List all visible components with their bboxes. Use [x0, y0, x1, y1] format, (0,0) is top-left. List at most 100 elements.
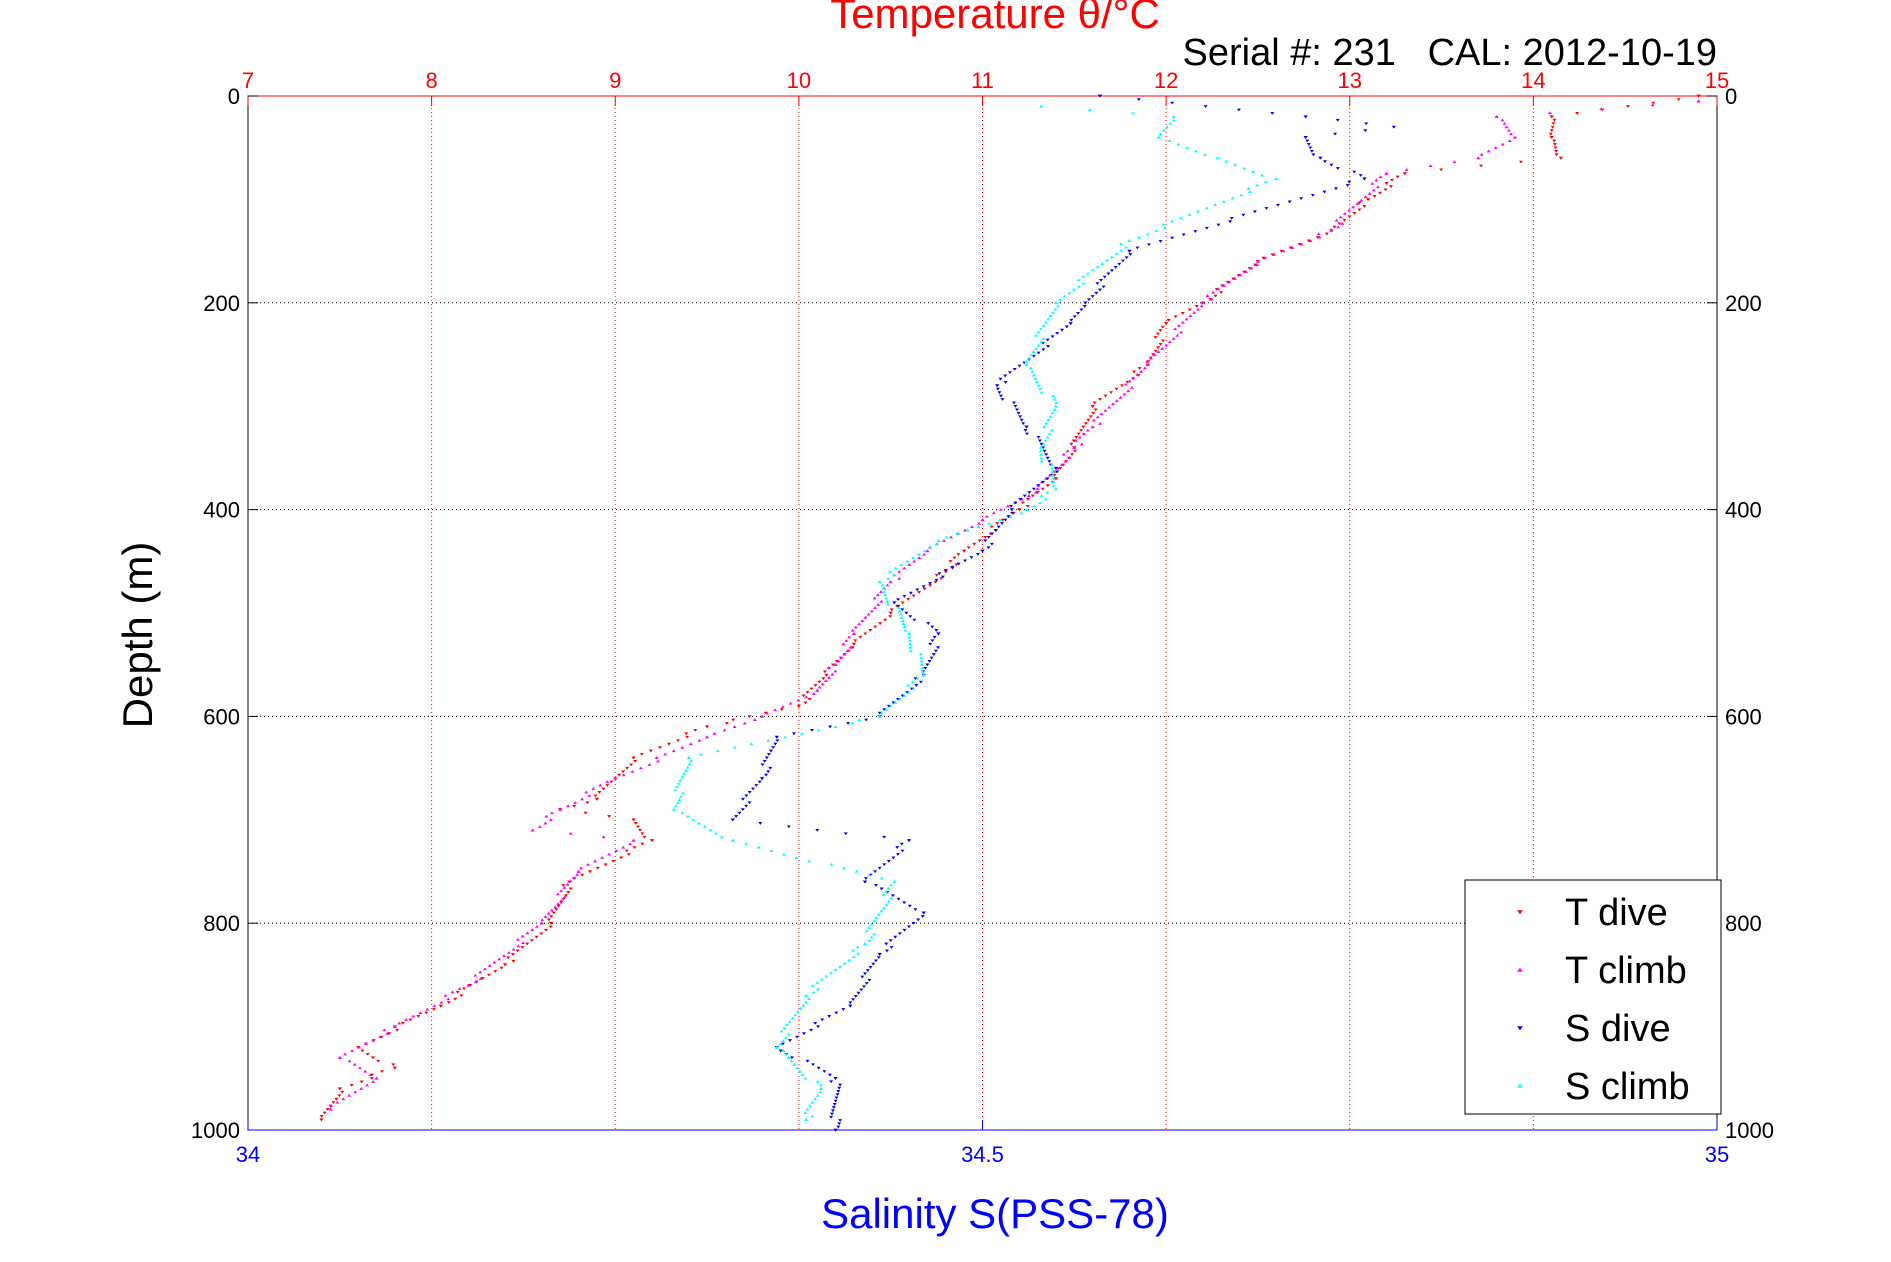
data-point: [933, 580, 938, 584]
data-point: [883, 593, 888, 597]
data-point: [374, 1076, 379, 1080]
data-point: [1504, 125, 1509, 129]
data-point: [956, 553, 961, 557]
data-point: [963, 559, 968, 563]
data-point: [478, 977, 483, 980]
depth-tick-label-right: 0: [1725, 84, 1737, 109]
data-point: [1251, 170, 1256, 174]
data-point: [631, 818, 636, 822]
data-point: [1204, 206, 1209, 210]
data-point: [1053, 307, 1058, 311]
data-point: [931, 653, 936, 656]
data-point: [1318, 156, 1323, 160]
data-point: [896, 606, 901, 610]
y-axis-label: Depth (m): [114, 542, 161, 729]
data-point: [822, 1070, 827, 1074]
data-point: [530, 928, 535, 931]
data-point: [1395, 175, 1400, 179]
data-point: [889, 608, 894, 612]
data-point: [1107, 405, 1112, 409]
data-point: [906, 683, 911, 687]
data-point: [1211, 290, 1216, 294]
data-point: [1402, 172, 1408, 176]
data-point: [809, 1028, 814, 1032]
data-point: [1308, 146, 1313, 150]
data-point: [1229, 217, 1234, 220]
data-point: [633, 822, 638, 825]
data-point: [1049, 428, 1054, 432]
data-point: [827, 676, 832, 679]
data-point: [1231, 277, 1236, 281]
data-point: [605, 780, 610, 784]
data-point: [893, 566, 898, 570]
data-point: [815, 828, 820, 832]
data-point: [766, 753, 771, 756]
data-point: [697, 821, 702, 825]
data-point: [1034, 346, 1039, 350]
data-point: [702, 825, 707, 828]
data-point: [682, 772, 687, 776]
data-point: [1018, 415, 1023, 419]
data-point: [1479, 152, 1484, 156]
data-point: [810, 984, 815, 988]
data-point: [869, 922, 874, 926]
data-point: [461, 987, 466, 991]
data-point: [989, 542, 994, 546]
data-point: [797, 1069, 802, 1073]
legend-marker: [1517, 967, 1523, 972]
data-point: [371, 1080, 376, 1083]
data-point: [1136, 98, 1141, 102]
depth-tick-label-left: 200: [203, 291, 240, 316]
data-point: [525, 942, 530, 946]
data-point: [902, 566, 907, 570]
data-point: [1552, 139, 1557, 143]
data-point: [1242, 166, 1247, 170]
data-point: [1347, 215, 1352, 219]
data-point: [833, 1076, 838, 1081]
data-point: [1070, 453, 1075, 457]
data-point: [848, 1001, 853, 1005]
data-point: [889, 883, 894, 887]
data-point: [1109, 269, 1114, 273]
data-point: [943, 570, 948, 574]
data-point: [1091, 418, 1096, 422]
legend-label: T climb: [1565, 950, 1687, 992]
sal-tick-label: 35: [1705, 1142, 1729, 1167]
data-point: [1053, 404, 1059, 408]
data-point: [795, 1010, 800, 1013]
data-point: [1099, 412, 1104, 416]
data-point: [836, 659, 841, 663]
data-point: [1160, 325, 1165, 329]
data-point: [925, 549, 930, 553]
data-point: [996, 525, 1001, 529]
data-point: [584, 790, 589, 794]
data-point: [1079, 442, 1084, 446]
data-point: [554, 908, 559, 912]
data-point: [1175, 333, 1180, 337]
data-point: [673, 788, 678, 792]
data-point: [487, 964, 492, 967]
data-point: [1000, 522, 1005, 525]
data-point: [804, 695, 809, 699]
data-point: [1263, 256, 1268, 260]
data-point: [805, 1059, 810, 1063]
data-point: [368, 1073, 373, 1077]
data-point: [934, 573, 939, 577]
data-point: [1239, 193, 1244, 197]
data-point: [1086, 298, 1091, 302]
data-point: [990, 532, 995, 536]
data-point: [811, 692, 816, 695]
data-point: [1145, 359, 1150, 363]
data-point: [1039, 459, 1044, 463]
data-point: [680, 745, 685, 749]
data-point: [1309, 149, 1314, 153]
data-point: [1336, 225, 1341, 229]
data-point: [891, 701, 896, 705]
data-point: [1358, 174, 1363, 177]
data-point: [1016, 411, 1021, 415]
data-point: [1037, 439, 1042, 443]
data-point: [1552, 143, 1557, 146]
data-point: [774, 735, 780, 739]
data-point: [337, 1094, 342, 1098]
data-point: [1153, 336, 1158, 339]
